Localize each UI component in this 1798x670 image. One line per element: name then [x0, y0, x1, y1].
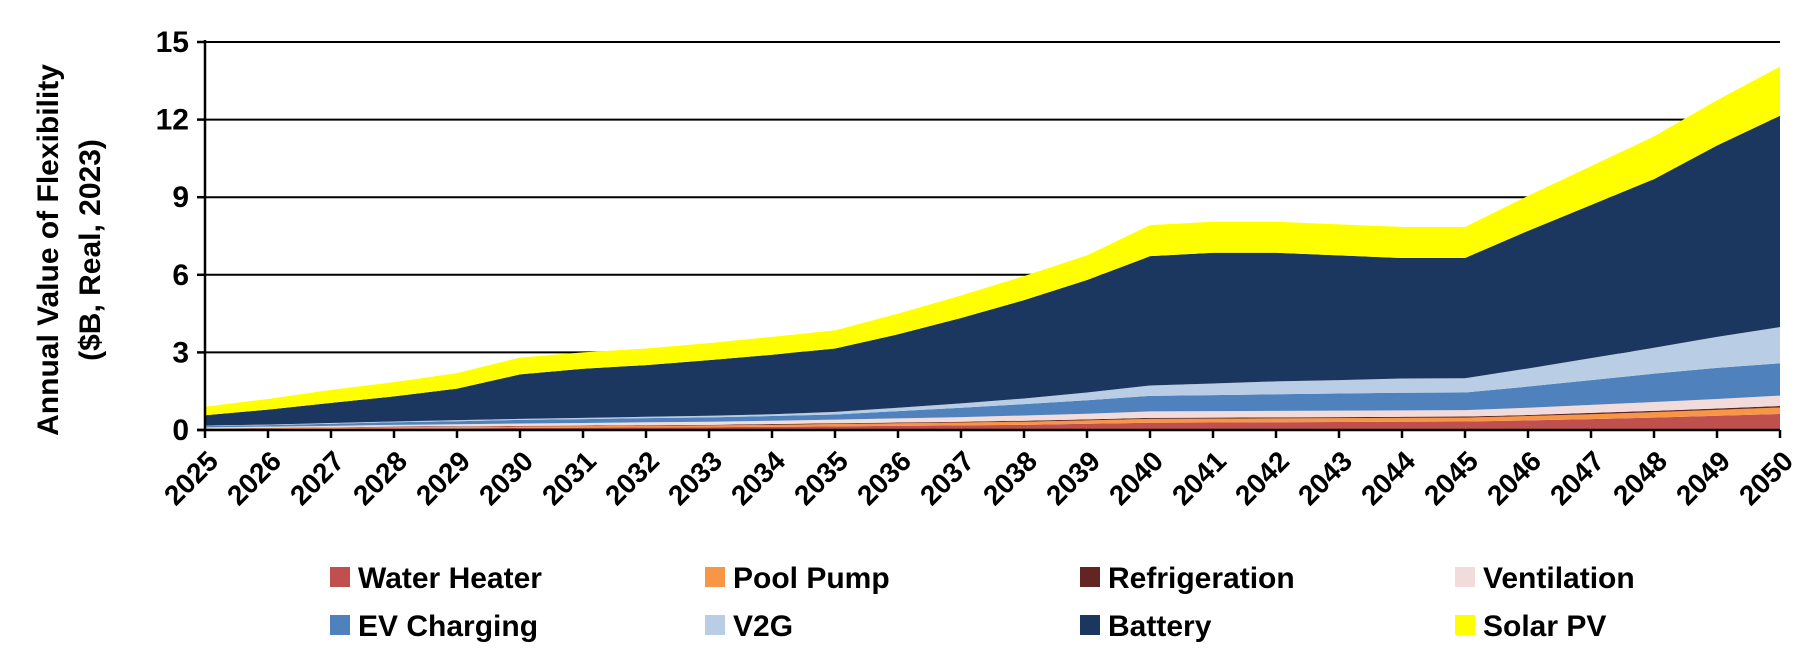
legend-item-refrigeration: Refrigeration [1080, 562, 1295, 595]
legend-label: Battery [1108, 610, 1212, 643]
x-tick-label: 2050 [1733, 445, 1798, 511]
x-tick-label: 2038 [977, 445, 1043, 511]
legend-item-v2g: V2G [705, 610, 793, 643]
legend-label: Refrigeration [1108, 562, 1295, 595]
x-tick-label: 2041 [1166, 445, 1232, 511]
x-tick-labels: 2025202620272028202920302031203220332034… [158, 445, 1798, 511]
x-tick-label: 2026 [221, 445, 287, 511]
y-tick-label: 15 [156, 26, 189, 59]
y-tick-label: 6 [172, 259, 189, 292]
area-pool-pump [205, 407, 1780, 430]
y-tick-label: 0 [172, 414, 189, 447]
legend-label: Solar PV [1483, 610, 1606, 643]
x-tick-label: 2045 [1418, 445, 1484, 511]
area-water-heater [205, 413, 1780, 430]
x-tick-label: 2043 [1292, 445, 1358, 511]
legend-item-battery: Battery [1080, 610, 1212, 643]
legend-label: EV Charging [358, 610, 538, 643]
area-battery [205, 115, 1780, 426]
x-tick-label: 2049 [1670, 445, 1736, 511]
legend-label: Pool Pump [733, 562, 890, 595]
legend-item-water-heater: Water Heater [330, 562, 542, 595]
x-tick-label: 2042 [1229, 445, 1295, 511]
legend-swatch [1455, 567, 1475, 587]
legend-swatch [330, 567, 350, 587]
x-tick-label: 2044 [1355, 445, 1421, 511]
y-axis-label-line-2: ($B, Real, 2023) [74, 139, 107, 361]
area-ev-charging [205, 363, 1780, 428]
legend-swatch [1455, 615, 1475, 635]
legend-item-ventilation: Ventilation [1455, 562, 1635, 595]
axes [197, 40, 1782, 438]
x-tick-label: 2036 [851, 445, 917, 511]
legend-item-pool-pump: Pool Pump [705, 562, 890, 595]
y-tick-labels: 0 3 6 9 12 15 [156, 26, 189, 447]
legend-item-ev-charging: EV Charging [330, 610, 538, 643]
x-tick-label: 2033 [662, 445, 728, 511]
x-tick-label: 2035 [788, 445, 854, 511]
legend-swatch [330, 615, 350, 635]
legend-swatch [705, 567, 725, 587]
legend-swatch [1080, 615, 1100, 635]
x-tick-label: 2025 [158, 445, 224, 511]
x-tick-label: 2028 [347, 445, 413, 511]
legend-item-solar-pv: Solar PV [1455, 610, 1606, 643]
y-axis-label-line-1: Annual Value of Flexibility [32, 64, 65, 436]
y-tick-label: 3 [172, 336, 189, 369]
y-tick-label: 9 [172, 181, 189, 214]
x-tick-label: 2034 [725, 445, 791, 511]
legend-swatch [1080, 567, 1100, 587]
x-tick-label: 2027 [284, 445, 350, 511]
area-solar-pv [205, 66, 1780, 416]
x-tick-label: 2039 [1040, 445, 1106, 511]
x-tick-label: 2047 [1544, 445, 1610, 511]
legend-label: Water Heater [358, 562, 542, 595]
area-ventilation [205, 395, 1780, 429]
x-tick-label: 2040 [1103, 445, 1169, 511]
x-tick-label: 2046 [1481, 445, 1547, 511]
area-series [205, 66, 1780, 430]
x-tick-label: 2031 [536, 445, 602, 511]
legend-label: Ventilation [1483, 562, 1635, 595]
x-tick-label: 2048 [1607, 445, 1673, 511]
legend: Water Heater Pool Pump Refrigeration Ventil… [330, 562, 1635, 643]
x-tick-label: 2030 [473, 445, 539, 511]
area-refrigeration [205, 405, 1780, 429]
x-tick-label: 2037 [914, 445, 980, 511]
legend-label: V2G [733, 610, 793, 643]
x-tick-label: 2032 [599, 445, 665, 511]
y-tick-label: 12 [156, 104, 189, 137]
x-tick-label: 2029 [410, 445, 476, 511]
legend-swatch [705, 615, 725, 635]
